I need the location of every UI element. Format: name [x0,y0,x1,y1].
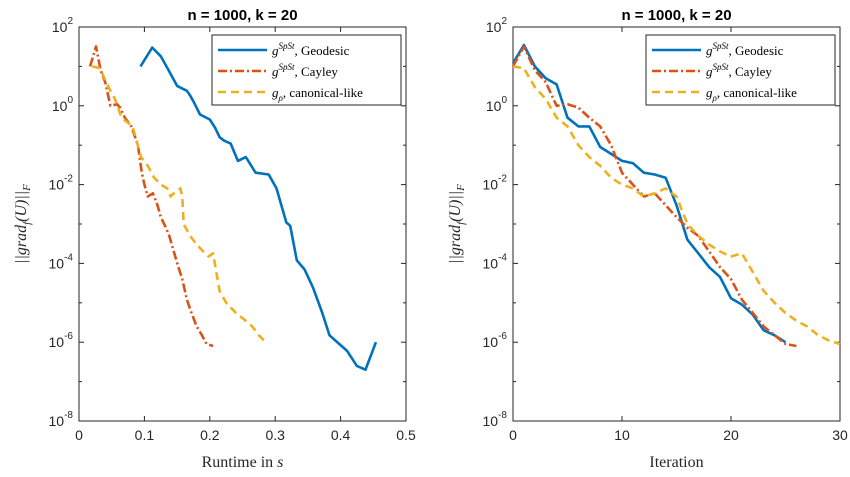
x-tick-label: 0.2 [200,427,220,443]
y-tick-label: 10-8 [49,410,74,429]
legend-label: gSpSt, Cayley [706,62,772,79]
x-tick-label: 0 [509,427,517,443]
legend-label: gSpSt, Geodesic [706,41,784,58]
y-tick-label: 10-4 [49,252,74,271]
y-tick-label: 10-8 [483,410,508,429]
y-tick-label: 100 [486,95,508,114]
series-line-1 [511,43,787,344]
series-line-1 [139,46,378,372]
chart-title: n = 1000, k = 20 [187,7,297,24]
chart-panel-2: 0 10 20 30 10-8 10-6 10-4 10-2 100 102 n = 1000, k… [447,7,848,471]
x-axis-label: Iteration [649,454,703,471]
y-tick-label: 10-6 [49,331,74,350]
x-tick-label: 0.5 [396,427,416,443]
legend: gSpSt, Geodesic gSpSt, Cayley gρ, canonica… [645,34,836,106]
x-tick-label: 0.3 [265,427,285,443]
y-tick-label: 102 [52,16,74,35]
chart-title: n = 1000, k = 20 [621,7,731,24]
x-tick-label: 0.4 [331,427,351,443]
y-tick-label: 102 [486,16,508,35]
series-line-2 [88,45,214,348]
y-tick-label: 10-2 [49,174,74,193]
y-axis-label: ||gradf(U)||F [13,184,33,264]
x-tick-label: 0.1 [135,427,155,443]
legend-label: gρ, canonical-like [706,85,797,103]
y-tick-label: 10-4 [483,252,508,271]
legend-label: gSpSt, Geodesic [272,41,350,58]
y-axis-label: ||gradf(U)||F [447,184,467,264]
x-axis-label: Runtime in s [202,454,284,471]
x-tick-label: 10 [614,427,630,443]
y-tick-label: 10-2 [483,174,508,193]
legend-label: gρ, canonical-like [272,85,363,103]
series-line-3 [512,65,841,346]
y-tick-label: 100 [52,95,74,114]
legend: gSpSt, Geodesic gSpSt, Cayley gρ, canonica… [211,34,402,106]
x-tick-label: 0 [75,427,83,443]
series-line-2 [511,45,797,348]
series-line-3 [91,65,269,345]
x-tick-label: 30 [832,427,848,443]
chart-panel-1: 0 0.1 0.2 0.3 0.4 0.5 10-8 10-6 10-4 10-2 100 102 n … [13,7,416,471]
y-tick-label: 10-6 [483,331,508,350]
legend-label: gSpSt, Cayley [272,62,338,79]
x-tick-label: 20 [723,427,739,443]
